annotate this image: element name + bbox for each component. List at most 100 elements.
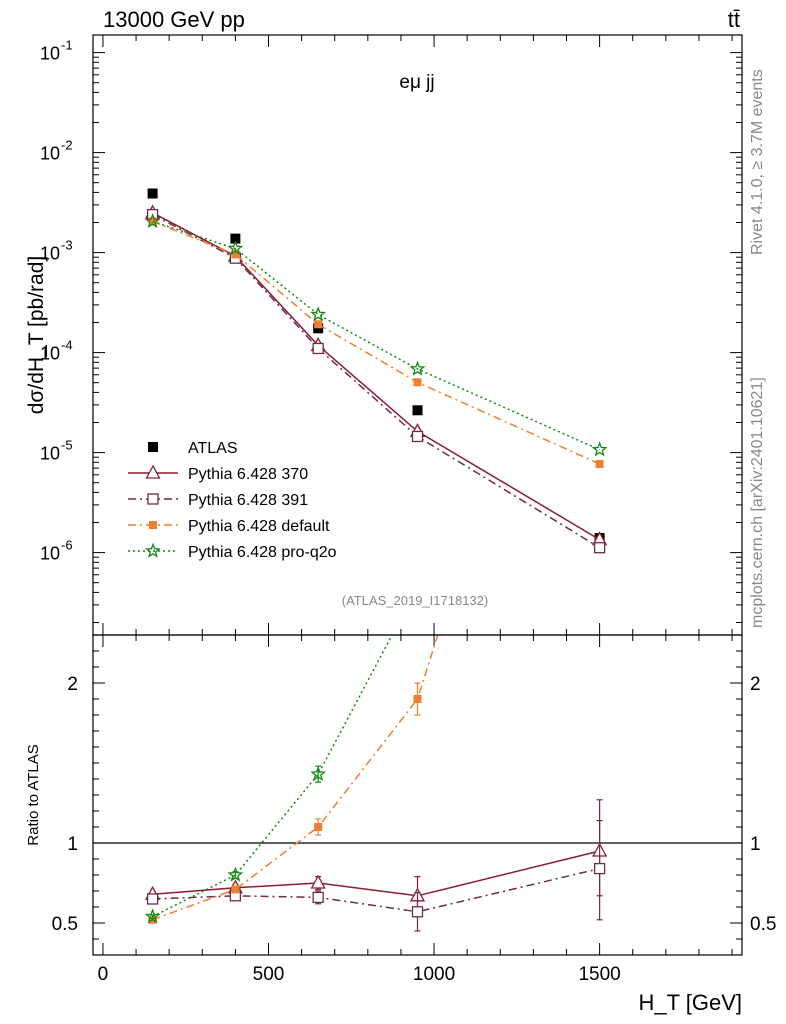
ratio-frame xyxy=(92,634,743,956)
ratio-point xyxy=(310,874,326,889)
analysis-label: (ATLAS_2019_I1718132) xyxy=(342,593,488,608)
legend-marker xyxy=(147,493,159,505)
data-point xyxy=(231,250,240,259)
legend: ATLAS Pythia 6.428 370 Pythia 6.428 391 Pyt… xyxy=(128,440,337,561)
legend-label: Pythia 6.428 391 xyxy=(188,492,308,509)
x-tick-label: 1500 xyxy=(578,964,620,985)
y-tick-label-base: 10 xyxy=(40,344,60,364)
y-tick-label-base: 10 xyxy=(40,444,60,464)
y-tick-label-exponent: -5 xyxy=(61,438,73,453)
y-tick-label-base: 10 xyxy=(40,44,60,64)
ratio-point xyxy=(146,893,159,905)
legend-label: Pythia 6.428 370 xyxy=(188,466,308,483)
main-axis-ticks xyxy=(93,35,742,635)
rivet-version-label: Rivet 4.1.0, ≥ 3.7M events xyxy=(749,69,766,255)
y-tick-label-base: 10 xyxy=(40,244,60,264)
main-panel: eμ jj (ATLAS_2019_I1718132) 10-110-210-3… xyxy=(25,34,743,636)
ratio-series-pythia-6-428-370 xyxy=(145,799,608,916)
ratio-series-pythia-6-428-pro-q2o xyxy=(144,635,393,924)
legend-label: Pythia 6.428 default xyxy=(188,518,330,535)
legend-entry: Pythia 6.428 pro-q2o xyxy=(128,542,337,561)
series-line xyxy=(152,220,600,451)
ratio-y-tick-label-right: 0.5 xyxy=(750,914,776,935)
ratio-series-pythia-6-428-391 xyxy=(146,819,606,932)
data-point xyxy=(595,459,604,468)
legend-label: ATLAS xyxy=(188,440,238,457)
legend-label: Pythia 6.428 pro-q2o xyxy=(188,544,337,561)
data-point xyxy=(230,233,241,244)
ratio-y-tick-label: 2 xyxy=(67,674,78,695)
data-point xyxy=(147,188,158,199)
ratio-point xyxy=(411,906,424,918)
y-tick-label-exponent: -6 xyxy=(61,538,73,553)
y-tick-label: 10 -2 xyxy=(40,138,73,164)
ratio-point xyxy=(413,695,422,703)
ratio-point xyxy=(231,885,240,894)
legend-entry: Pythia 6.428 default xyxy=(128,518,330,535)
mcplots-label: mcplots.cern.ch [arXiv:2401.10621] xyxy=(749,377,766,628)
legend-entry: Pythia 6.428 370 xyxy=(128,464,308,483)
ratio-line xyxy=(152,635,393,918)
ratio-point xyxy=(144,908,161,924)
ratio-axis-ticks xyxy=(93,635,742,955)
legend-entry: ATLAS xyxy=(148,440,238,457)
legend-marker xyxy=(148,442,158,452)
ratio-tick-labels: 0.5 0.5 1 1 2 2 0 500 1000 1500 xyxy=(52,674,777,985)
data-point xyxy=(413,378,422,387)
ratio-y-axis-label: Ratio to ATLAS xyxy=(25,744,42,845)
ratio-line xyxy=(152,635,439,921)
data-point xyxy=(313,323,324,334)
legend-marker xyxy=(145,542,161,558)
y-tick-label: 10 -3 xyxy=(40,238,73,264)
y-tick-label-exponent: -4 xyxy=(61,338,73,353)
ratio-y-tick-label-right: 2 xyxy=(750,674,761,695)
data-point xyxy=(409,360,426,376)
y-tick-label: 10 -5 xyxy=(40,438,73,464)
data-point xyxy=(411,430,424,443)
series-line xyxy=(152,212,600,541)
series-pythia-6-428-default xyxy=(148,217,604,468)
data-point xyxy=(312,342,324,355)
ratio-point xyxy=(596,119,604,127)
legend-marker xyxy=(149,521,157,529)
ratio-point xyxy=(593,862,606,875)
legend-marker xyxy=(145,464,161,479)
header-right: tt̄ xyxy=(728,7,740,32)
ratio-point xyxy=(310,765,326,781)
y-tick-label: 10 -4 xyxy=(40,338,73,364)
data-point xyxy=(227,240,244,256)
y-tick-label-base: 10 xyxy=(40,544,60,564)
y-tick-label-exponent: -3 xyxy=(61,238,73,253)
ratio-point xyxy=(314,823,323,831)
data-point xyxy=(310,306,326,322)
legend-entry: Pythia 6.428 391 xyxy=(128,492,308,509)
y-tick-label-exponent: -2 xyxy=(61,138,73,153)
panel-title: eμ jj xyxy=(399,72,434,93)
ratio-series xyxy=(144,119,608,932)
ratio-panel: 0.5 0.5 1 1 2 2 0 500 1000 1500 Ratio to ATLAS H_… xyxy=(25,119,777,1015)
series-pythia-6-428-pro-q2o xyxy=(144,213,608,457)
y-tick-label: 10 -6 xyxy=(40,538,73,564)
y-tick-label-exponent: -1 xyxy=(61,38,73,53)
main-series xyxy=(144,188,608,554)
x-axis-label: H_T [GeV] xyxy=(638,990,742,1015)
x-tick-label: 0 xyxy=(98,964,109,985)
x-tick-label: 1000 xyxy=(413,964,455,985)
y-tick-label: 10 -1 xyxy=(40,38,73,64)
main-y-axis-label: dσ/dH_T [pb/rad] xyxy=(25,256,48,415)
data-point xyxy=(591,441,608,457)
data-point xyxy=(314,320,323,329)
data-point xyxy=(144,213,161,229)
ratio-y-tick-label: 1 xyxy=(67,834,78,855)
main-y-tick-labels: 10-110-210-310-410-510-6 xyxy=(40,38,73,564)
data-point xyxy=(593,542,606,554)
ratio-y-tick-label: 0.5 xyxy=(52,914,78,935)
x-tick-label: 500 xyxy=(253,964,285,985)
ratio-point xyxy=(227,866,244,882)
header-left: 13000 GeV pp xyxy=(103,7,245,32)
ratio-line xyxy=(152,850,600,897)
ratio-y-tick-label-right: 1 xyxy=(750,834,761,855)
series-line xyxy=(152,220,600,465)
y-tick-label-base: 10 xyxy=(40,144,60,164)
